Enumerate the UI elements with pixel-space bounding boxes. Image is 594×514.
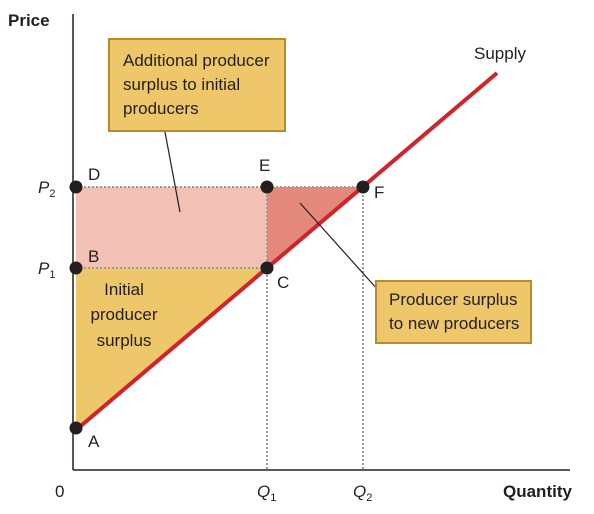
additional-surplus-callout: Additional producer surplus to initial p… [108,38,286,132]
point-d-label: D [88,165,100,184]
initial-surplus-label-line1: Initial [104,280,144,299]
q1-tick-label: Q1 [257,482,276,504]
p2-tick-label: P2 [38,178,55,200]
y-axis-title: Price [8,11,50,30]
additional-callout-line3: producers [123,99,199,118]
point-b-label: B [88,247,99,266]
point-e-dot [260,180,274,194]
supply-curve-label: Supply [474,44,526,63]
p1-tick-label: P1 [38,259,55,281]
point-d-dot [69,180,83,194]
point-f-dot [356,180,370,194]
new-callout-leader [299,202,379,291]
q2-tick-label: Q2 [353,482,372,504]
additional-callout-line2: surplus to initial [123,75,241,94]
origin-label: 0 [55,482,64,501]
additional-producer-surplus-region [76,187,267,268]
new-callout-line2: to new producers [389,314,520,333]
x-axis-title: Quantity [503,482,572,501]
supply-curve [74,71,499,432]
initial-surplus-label-line2: producer [90,305,157,324]
point-e-label: E [259,156,270,175]
point-c-dot [260,261,274,275]
additional-callout-leader [164,131,181,213]
new-producers-callout: Producer surplus to new producers [375,280,532,344]
point-c-label: C [277,273,289,292]
new-callout-line1: Producer surplus [389,290,518,309]
additional-callout-line1: Additional producer [123,51,270,70]
point-f-label: F [374,183,384,202]
point-a-label: A [88,432,100,451]
initial-surplus-label-line3: surplus [97,331,152,350]
point-b-dot [69,261,83,275]
point-a-dot [69,421,83,435]
